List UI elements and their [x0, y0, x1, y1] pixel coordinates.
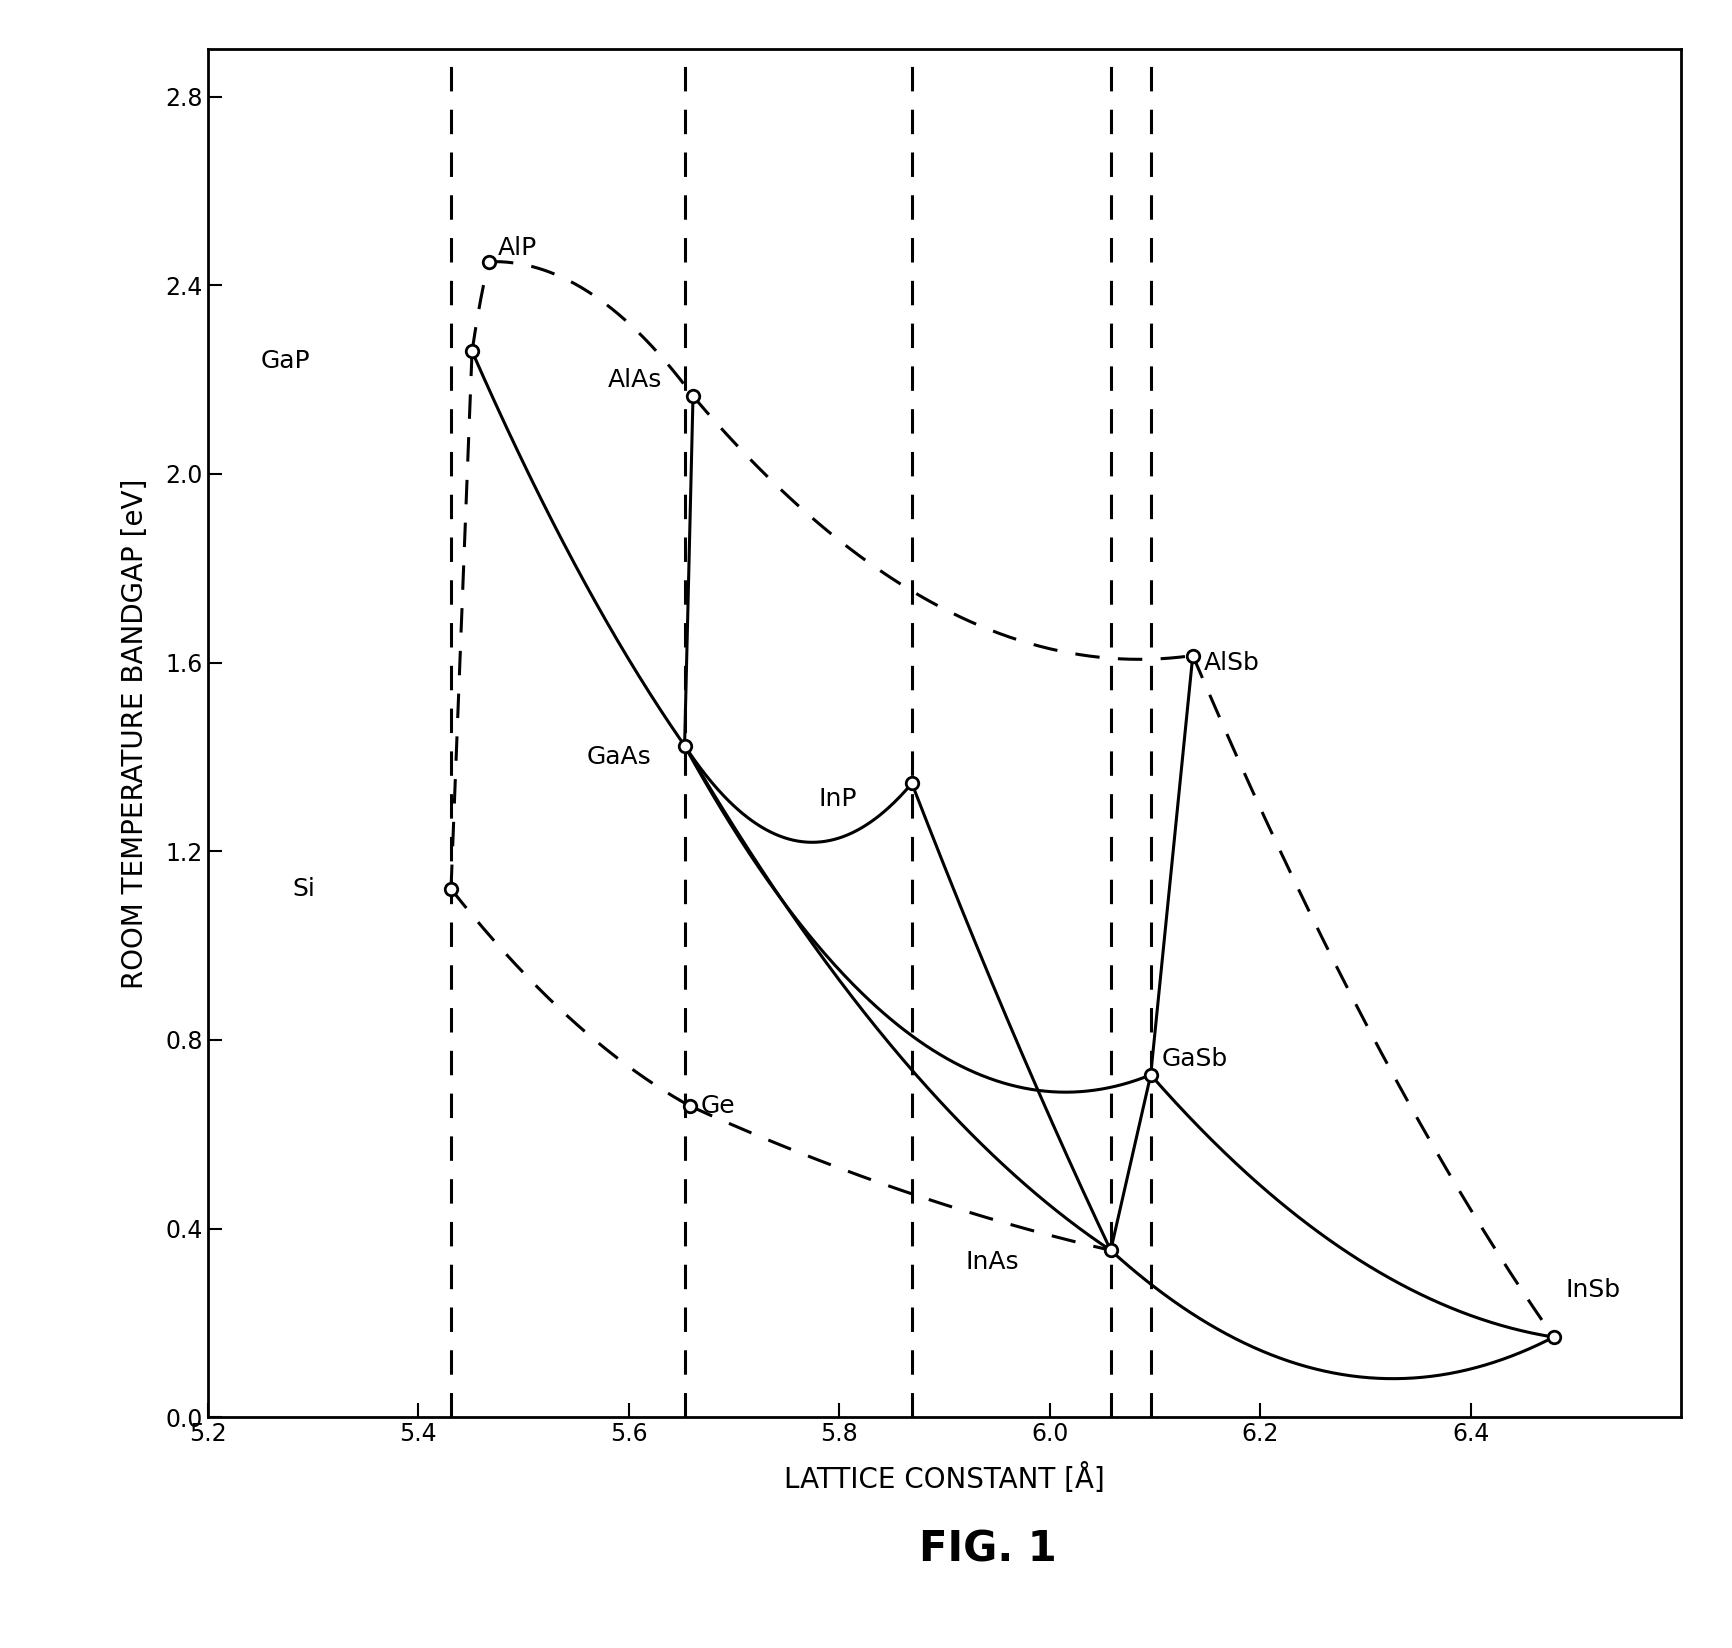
- Text: GaP: GaP: [260, 349, 310, 372]
- Text: AlAs: AlAs: [608, 368, 662, 392]
- Text: InAs: InAs: [965, 1249, 1018, 1274]
- Text: GaSb: GaSb: [1160, 1046, 1226, 1071]
- Y-axis label: ROOM TEMPERATURE BANDGAP [eV]: ROOM TEMPERATURE BANDGAP [eV]: [121, 478, 149, 989]
- Text: InP: InP: [818, 788, 856, 811]
- Text: FIG. 1: FIG. 1: [918, 1528, 1057, 1571]
- Text: GaAs: GaAs: [587, 745, 651, 770]
- Text: Ge: Ge: [700, 1094, 734, 1117]
- X-axis label: LATTICE CONSTANT [Å]: LATTICE CONSTANT [Å]: [783, 1463, 1105, 1493]
- Text: InSb: InSb: [1564, 1277, 1619, 1302]
- Text: AlP: AlP: [497, 236, 537, 259]
- Text: AlSb: AlSb: [1202, 651, 1259, 674]
- Text: Si: Si: [293, 877, 315, 901]
